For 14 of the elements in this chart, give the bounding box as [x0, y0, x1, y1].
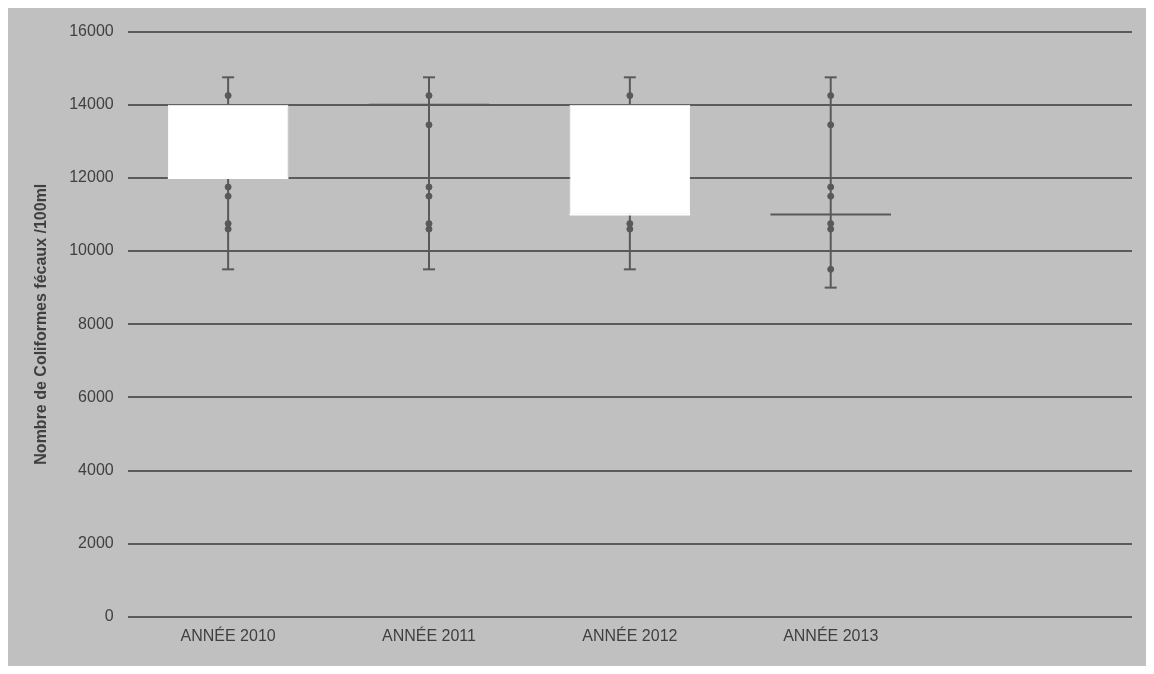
x-tick-label: ANNÉE 2013 — [783, 625, 879, 644]
y-tick-label: 10000 — [69, 241, 114, 259]
y-tick-label: 6000 — [78, 387, 114, 405]
x-tick-label: ANNÉE 2010 — [180, 625, 276, 644]
y-tick-label: 16000 — [69, 22, 114, 40]
y-tick-label: 2000 — [78, 534, 114, 552]
y-axis-title: Nombre de Coliformes fécaux /100ml — [32, 183, 50, 465]
y-tick-label: 0 — [104, 607, 114, 625]
y-tick-label: 8000 — [78, 314, 114, 332]
x-tick-label: ANNÉE 2011 — [381, 625, 477, 644]
x-tick-label: ANNÉE 2012 — [582, 625, 678, 644]
y-tick-label: 14000 — [69, 95, 114, 113]
y-tick-label: 12000 — [69, 168, 114, 186]
y-tick-label: 4000 — [78, 460, 114, 478]
